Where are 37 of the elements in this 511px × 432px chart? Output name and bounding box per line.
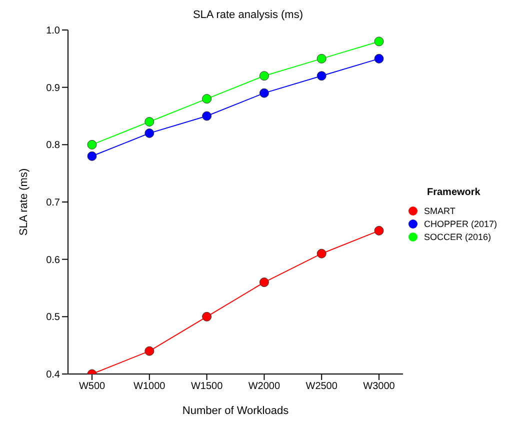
point [316, 71, 326, 81]
legend-label: SOCCER (2016) [424, 232, 492, 242]
legend-label: CHOPPER (2017) [424, 219, 498, 229]
y-tick-label: 0.4 [46, 370, 60, 381]
y-axis-title: SLA rate (ms) [18, 168, 30, 236]
point [374, 54, 384, 64]
x-tick-label: W1000 [134, 381, 166, 392]
point [316, 248, 326, 258]
point [144, 116, 154, 126]
point [259, 278, 269, 288]
point [259, 71, 269, 81]
y-tick-label: 0.7 [46, 198, 60, 209]
y-tick-label: 1.0 [46, 26, 60, 37]
legend-label: SMART [424, 206, 456, 216]
y-tick-label: 0.8 [46, 140, 60, 152]
x-tick-label: W2000 [248, 381, 280, 392]
legend-title: Framework [426, 187, 482, 198]
point [316, 54, 326, 64]
y-tick-label: 0.9 [46, 82, 60, 94]
x-tick-label: W500 [78, 381, 106, 392]
y-tick-label: 0.5 [46, 312, 60, 324]
x-axis-title: Number of Workloads [182, 405, 290, 417]
x-tick-label: W1500 [190, 381, 224, 392]
point [374, 36, 384, 46]
x-tick-label: W3000 [363, 381, 396, 392]
point [374, 226, 384, 236]
point [259, 88, 269, 98]
point [202, 111, 212, 121]
point [87, 140, 97, 150]
y-tick-label: 0.6 [46, 254, 60, 266]
point [202, 94, 212, 104]
point [202, 312, 212, 322]
chart-title: SLA rate analysis (ms) [192, 8, 304, 21]
x-tick-label: W2500 [306, 381, 338, 392]
point [144, 128, 154, 138]
point [144, 346, 154, 356]
point [87, 151, 97, 161]
